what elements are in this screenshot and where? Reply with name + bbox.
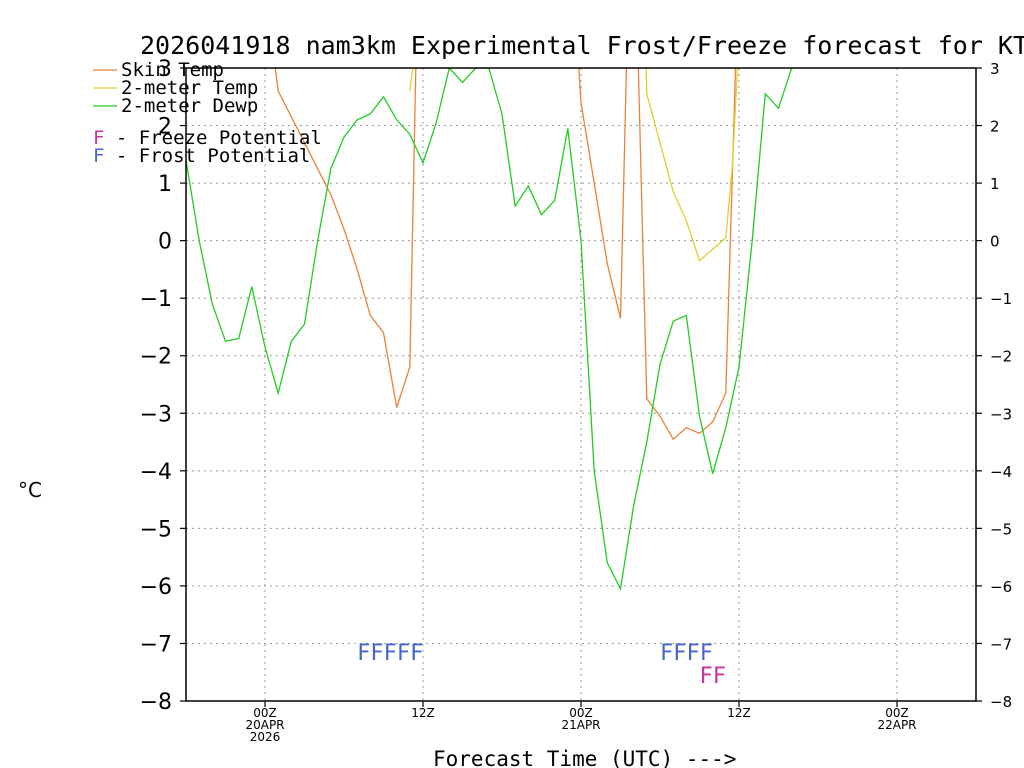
legend-flag-letter: F <box>93 145 104 167</box>
x-axis-title: Forecast Time (UTC) ---> <box>433 747 736 768</box>
y-tick-label-right: 1 <box>990 175 1000 193</box>
x-tick-label: 20APR <box>245 718 284 732</box>
y-tick-label-left: −1 <box>140 287 172 312</box>
x-tick-label: 00Z <box>885 706 909 720</box>
x-tick-label: 12Z <box>727 706 751 720</box>
x-tick-label: 00Z <box>569 706 593 720</box>
x-tick-label: 12Z <box>411 706 435 720</box>
flag-annotation: FFFFF <box>357 641 423 666</box>
legend-flag-text: - Frost Potential <box>104 145 310 167</box>
y-tick-label-left: −8 <box>140 690 172 715</box>
x-tick-label: 22APR <box>877 718 916 732</box>
legend-label: 2-meter Temp <box>121 77 258 99</box>
legend-flag-text: - Freeze Potential <box>104 127 321 149</box>
flag-annotation: FF <box>700 664 727 689</box>
y-tick-label-left: 3 <box>158 57 172 82</box>
y-tick-label-right: −6 <box>990 578 1012 596</box>
series-line-skin-temp <box>274 68 737 441</box>
y-tick-label-left: −4 <box>140 460 172 485</box>
y-tick-label-right: 0 <box>990 233 1000 251</box>
x-tick-label: 21APR <box>561 718 600 732</box>
y-axis-left: −8 −7 −6 −5 −4 −3 −2 −1 0 1 2 3 <box>140 57 186 715</box>
chart-title: 2026041918 nam3km Experimental Frost/Fre… <box>140 31 1024 60</box>
y-tick-label-left: −7 <box>140 632 172 657</box>
x-tick-label: 00Z <box>253 706 277 720</box>
legend-flag-key: F - Freeze Potential <box>93 127 322 149</box>
y-tick-label-right: −1 <box>990 290 1012 308</box>
y-tick-label-left: 0 <box>158 230 172 255</box>
x-tick-label: 2026 <box>250 730 281 744</box>
y-tick-label-right: −2 <box>990 348 1012 366</box>
legend-label: Skin Temp <box>121 59 224 81</box>
y-tick-label-left: −2 <box>140 345 172 370</box>
y-tick-label-right: −3 <box>990 405 1012 423</box>
y-tick-label-right: 2 <box>990 118 1000 136</box>
series-line-2-meter-temp <box>409 68 739 262</box>
y-tick-label-left: −3 <box>140 402 172 427</box>
y-tick-label-right: −4 <box>990 463 1012 481</box>
y-tick-label-right: −8 <box>990 693 1012 711</box>
y-axis-unit-label: °C <box>18 478 42 502</box>
flag-annotation: FFFF <box>660 641 713 666</box>
legend-label: 2-meter Dewp <box>121 95 258 117</box>
legend-flag-letter: F <box>93 127 104 149</box>
y-tick-label-right: −5 <box>990 520 1012 538</box>
y-tick-label-left: 2 <box>158 115 172 140</box>
series-line-2-meter-dewp <box>186 68 793 591</box>
legend-flag-key: F - Frost Potential <box>93 145 310 167</box>
y-tick-label-right: 3 <box>990 60 1000 78</box>
y-tick-label-left: −6 <box>140 575 172 600</box>
y-tick-label-left: 1 <box>158 172 172 197</box>
y-tick-label-right: −7 <box>990 635 1012 653</box>
y-tick-label-left: −5 <box>140 517 172 542</box>
plot-series <box>186 68 793 591</box>
y-axis-right: −8 −7 −6 −5 −4 −3 −2 −1 0 1 2 3 <box>976 60 1012 711</box>
